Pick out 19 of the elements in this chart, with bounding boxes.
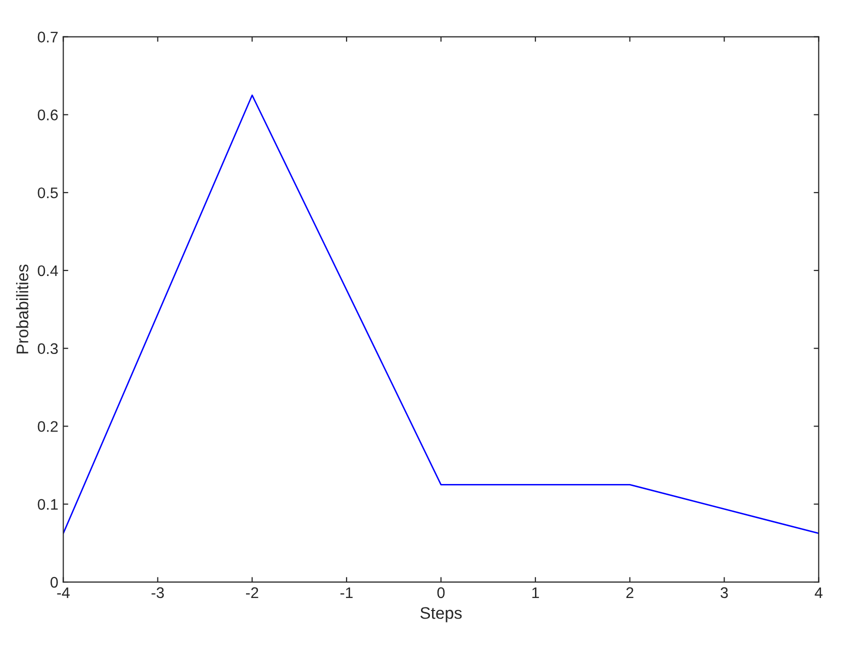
x-tick-label: -2 [246, 587, 258, 598]
y-tick-label: 0.6 [38, 110, 58, 120]
x-tick-label: 4 [814, 587, 822, 598]
y-tick-label: 0.7 [38, 32, 58, 42]
x-tick-label: 1 [532, 587, 539, 598]
x-tick-label: -4 [57, 587, 70, 598]
x-tick-label: -3 [152, 587, 164, 598]
x-tick-label: 2 [626, 587, 634, 598]
y-tick-label: 0.3 [38, 343, 58, 354]
x-axis-title: Steps [420, 607, 462, 622]
y-tick-label: 0.5 [38, 187, 58, 198]
x-tick-label: 3 [720, 587, 728, 598]
y-tick-label: 0.2 [38, 421, 58, 432]
x-tick-label: 0 [437, 587, 445, 598]
y-tick-label: 0.4 [38, 265, 58, 276]
x-tick-label: -1 [340, 587, 353, 598]
y-tick-label: 0.1 [38, 499, 58, 510]
y-axis-title: Probabilities [16, 264, 28, 354]
y-tick-label: 0 [50, 576, 58, 588]
